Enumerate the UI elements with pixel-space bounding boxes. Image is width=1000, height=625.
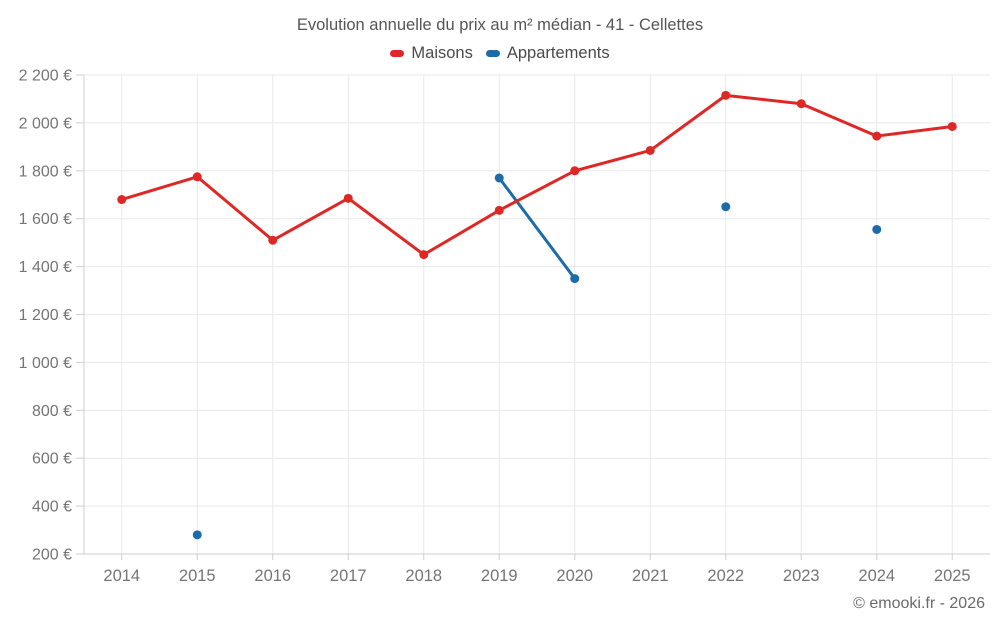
x-axis-label: 2022 — [707, 567, 744, 585]
x-axis-label: 2018 — [405, 567, 442, 585]
legend-item-appartements[interactable]: Appartements — [485, 44, 610, 63]
x-axis-label: 2023 — [783, 567, 820, 585]
data-point-appartements-2022[interactable] — [721, 202, 731, 212]
legend-swatch-appartements-icon — [485, 50, 500, 57]
data-point-appartements-2015[interactable] — [192, 530, 202, 540]
x-axis-label: 2025 — [934, 567, 971, 585]
series-segment-maisons — [195, 175, 275, 242]
x-axis-label: 2021 — [632, 567, 669, 585]
data-point-maisons-2024[interactable] — [872, 131, 882, 141]
x-axis-label: 2014 — [103, 567, 140, 585]
series-segment-maisons — [799, 102, 879, 138]
data-point-maisons-2014[interactable] — [117, 195, 127, 205]
data-point-appartements-2024[interactable] — [872, 224, 882, 234]
data-point-maisons-2021[interactable] — [645, 145, 655, 155]
x-axis-label: 2017 — [330, 567, 367, 585]
y-axis-label: 1 800 € — [19, 163, 72, 180]
x-axis-label: 2020 — [556, 567, 593, 585]
data-point-appartements-2020[interactable] — [570, 274, 580, 284]
legend-label-maisons: Maisons — [411, 44, 473, 62]
series-segment-maisons — [875, 124, 954, 138]
y-axis-label: 2 000 € — [19, 115, 72, 132]
legend-label-appartements: Appartements — [506, 44, 610, 62]
y-axis-label: 400 € — [32, 499, 72, 516]
y-axis-label: 800 € — [32, 403, 72, 420]
y-axis-label: 200 € — [32, 547, 72, 564]
series-segment-maisons — [497, 169, 577, 212]
series-segment-appartements — [497, 176, 577, 281]
chart-title: Evolution annuelle du prix au m² médian … — [296, 16, 704, 34]
x-axis-label: 2015 — [179, 567, 216, 585]
data-point-appartements-2019[interactable] — [494, 173, 504, 183]
y-axis-label: 600 € — [32, 451, 72, 468]
y-axis-label: 1 600 € — [19, 211, 72, 228]
y-axis-label: 1 000 € — [19, 355, 72, 372]
data-point-maisons-2025[interactable] — [947, 121, 957, 131]
data-point-maisons-2015[interactable] — [192, 172, 202, 182]
x-axis-label: 2019 — [481, 567, 518, 585]
series-segment-maisons — [120, 175, 199, 202]
series-segment-maisons — [648, 93, 728, 152]
y-axis-label: 1 400 € — [19, 259, 72, 276]
series-segment-maisons — [422, 208, 501, 257]
copyright-text: © emooki.fr - 2026 — [853, 595, 985, 612]
series-segment-maisons — [271, 196, 350, 242]
y-axis-label: 2 200 € — [19, 68, 72, 85]
x-axis-label: 2024 — [858, 567, 895, 585]
series-segment-maisons — [573, 148, 652, 173]
series-segment-maisons — [346, 196, 426, 257]
data-point-maisons-2018[interactable] — [419, 250, 429, 260]
data-point-maisons-2016[interactable] — [268, 235, 278, 245]
data-point-maisons-2022[interactable] — [721, 90, 731, 100]
series-segment-maisons — [724, 93, 803, 106]
data-point-maisons-2019[interactable] — [494, 205, 504, 215]
legend-item-maisons[interactable]: Maisons — [390, 44, 473, 63]
legend-swatch-maisons-icon — [390, 50, 405, 57]
data-point-maisons-2017[interactable] — [343, 193, 353, 203]
y-axis-label: 1 200 € — [19, 307, 72, 324]
data-point-maisons-2020[interactable] — [570, 166, 580, 176]
data-point-maisons-2023[interactable] — [796, 99, 806, 109]
legend: Maisons Appartements — [0, 44, 1000, 63]
x-axis-label: 2016 — [254, 567, 291, 585]
